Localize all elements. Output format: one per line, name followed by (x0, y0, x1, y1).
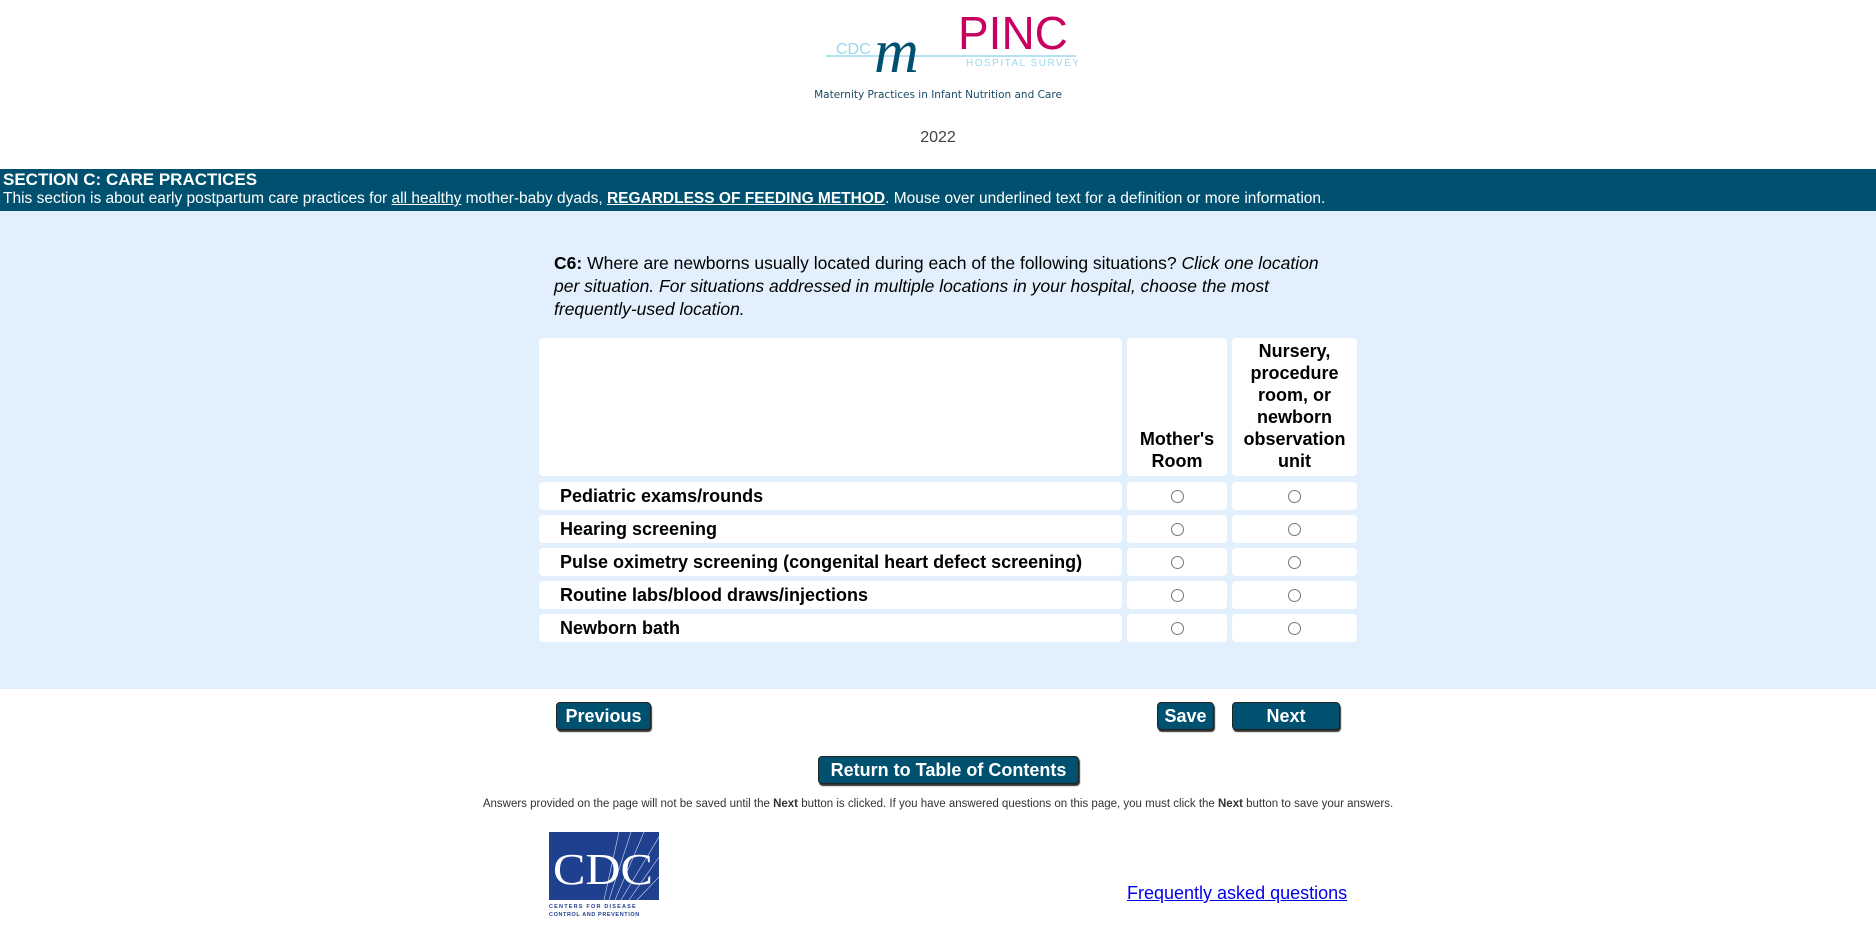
tagline: Maternity Practices in Infant Nutrition … (814, 89, 1062, 101)
svg-text:HOSPITAL SURVEY: HOSPITAL SURVEY (966, 58, 1078, 69)
radio-nursery[interactable] (1288, 621, 1301, 635)
radio-nursery[interactable] (1288, 489, 1301, 503)
column-header-nursery: Nursery, procedure room, or newborn obse… (1232, 338, 1357, 476)
return-to-toc-button[interactable]: Return to Table of Contents (818, 756, 1079, 784)
question-text: C6: Where are newborns usually located d… (554, 252, 1344, 321)
note-bold: Next (1218, 798, 1243, 810)
svg-text:m: m (874, 18, 919, 76)
survey-year: 2022 (920, 129, 956, 146)
row-label: Hearing screening (539, 515, 1122, 543)
section-description: This section is about early postpartum c… (3, 189, 1873, 208)
radio-nursery[interactable] (1288, 555, 1301, 569)
note-bold: Next (773, 798, 799, 810)
row-label: Newborn bath (539, 614, 1122, 642)
cdc-logo: CDC CENTERS FOR DISEASE CONTROL AND PREV… (549, 832, 659, 917)
radio-mothers-room[interactable] (1170, 522, 1184, 536)
column-header-mothers-room: Mother's Room (1127, 338, 1227, 476)
svg-text:CDC: CDC (553, 845, 653, 894)
section-header: SECTION C: CARE PRACTICES This section i… (0, 169, 1876, 211)
cell-nursery (1232, 548, 1357, 576)
cell-nursery (1232, 614, 1357, 642)
row-label: Pediatric exams/rounds (539, 482, 1122, 510)
note-text: button is clicked. If you have answered … (798, 798, 1218, 810)
cell-mothers-room (1127, 482, 1227, 510)
mpinc-logo: CDC m PINC HOSPITAL SURVEY (826, 7, 1078, 76)
cell-nursery (1232, 515, 1357, 543)
svg-text:CENTERS FOR DISEASE: CENTERS FOR DISEASE (549, 904, 637, 910)
cell-mothers-room (1127, 515, 1227, 543)
note-text: button to save your answers. (1242, 798, 1394, 810)
next-button[interactable]: Next (1232, 702, 1340, 730)
cell-nursery (1232, 581, 1357, 609)
question-body: Where are newborns usually located durin… (582, 253, 1182, 273)
desc-text: . Mouse over underlined text for a defin… (885, 190, 1326, 207)
row-label: Routine labs/blood draws/injections (539, 581, 1122, 609)
radio-nursery[interactable] (1288, 522, 1301, 536)
radio-mothers-room[interactable] (1170, 588, 1184, 602)
cell-mothers-room (1127, 581, 1227, 609)
save-button[interactable]: Save (1157, 702, 1214, 730)
radio-mothers-room[interactable] (1170, 555, 1184, 569)
svg-text:CDC: CDC (836, 41, 871, 58)
desc-text: This section is about early postpartum c… (3, 190, 392, 207)
header-blank-cell (539, 338, 1122, 476)
all-healthy-definition-link[interactable]: all healthy (391, 190, 462, 207)
desc-text: mother-baby dyads, (461, 190, 607, 207)
previous-button[interactable]: Previous (556, 702, 651, 730)
cell-mothers-room (1127, 548, 1227, 576)
row-label: Pulse oximetry screening (congenital hea… (539, 548, 1122, 576)
save-note: Answers provided on the page will not be… (0, 798, 1876, 810)
section-title: SECTION C: CARE PRACTICES (3, 170, 258, 189)
svg-text:PINC: PINC (958, 7, 1068, 59)
cell-mothers-room (1127, 614, 1227, 642)
question-number: C6: (554, 253, 583, 273)
svg-text:CONTROL AND PREVENTION: CONTROL AND PREVENTION (549, 912, 640, 917)
faq-link[interactable]: Frequently asked questions (1127, 883, 1348, 903)
radio-nursery[interactable] (1288, 588, 1301, 602)
cell-nursery (1232, 482, 1357, 510)
question-instruction: Click one location per situation. For si… (554, 253, 1319, 319)
note-text: Answers provided on the page will not be… (482, 798, 774, 810)
feeding-method-definition-link[interactable]: REGARDLESS OF FEEDING METHOD (606, 190, 886, 207)
radio-mothers-room[interactable] (1170, 621, 1184, 635)
radio-mothers-room[interactable] (1170, 489, 1184, 503)
